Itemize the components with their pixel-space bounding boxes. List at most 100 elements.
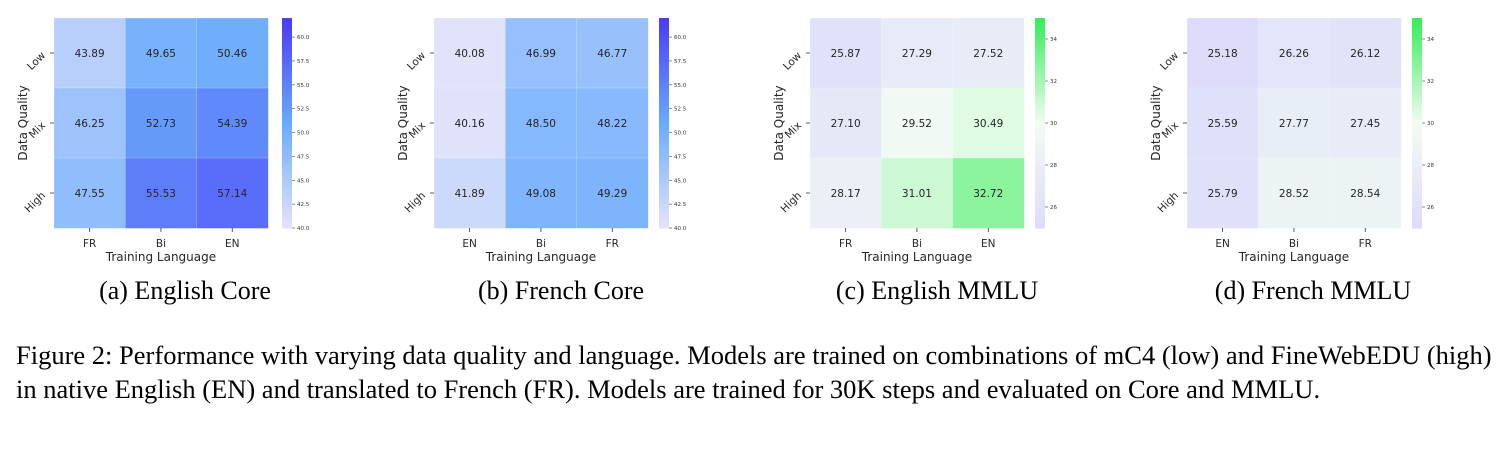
colorbar-strip bbox=[282, 179, 292, 184]
x-axis-label: Training Language bbox=[1238, 250, 1349, 264]
colorbar-strip bbox=[659, 130, 669, 135]
colorbar-strip bbox=[1035, 63, 1045, 68]
colorbar-strip bbox=[1412, 200, 1422, 205]
colorbar-strip bbox=[1035, 137, 1045, 142]
colorbar-strip bbox=[282, 46, 292, 51]
colorbar-strip bbox=[659, 42, 669, 47]
colorbar-strip bbox=[282, 144, 292, 149]
colorbar-strip bbox=[282, 84, 292, 89]
colorbar-strip bbox=[1035, 210, 1045, 215]
panel-subcaption: (c) English MMLU bbox=[836, 276, 1038, 305]
colorbar-strip bbox=[1412, 133, 1422, 138]
colorbar-strip bbox=[282, 133, 292, 138]
colorbar-strip bbox=[282, 95, 292, 100]
colorbar-strip bbox=[282, 147, 292, 152]
x-tick-label: EN bbox=[462, 238, 477, 250]
colorbar-tick-label: 45.0 bbox=[674, 178, 687, 184]
heatmap-cell bbox=[125, 157, 198, 229]
colorbar-strip bbox=[1035, 81, 1045, 86]
colorbar-strip bbox=[1035, 74, 1045, 79]
cell-value-label: 27.45 bbox=[1350, 118, 1380, 130]
colorbar-strip bbox=[1035, 49, 1045, 54]
y-tick-label: Low bbox=[25, 49, 48, 72]
cell-value-label: 41.89 bbox=[455, 188, 485, 200]
colorbar-strip bbox=[282, 32, 292, 37]
colorbar-strip bbox=[1035, 221, 1045, 226]
colorbar-strip bbox=[1412, 102, 1422, 107]
colorbar-strip bbox=[282, 81, 292, 86]
heatmap-cell bbox=[952, 157, 1025, 229]
colorbar-tick-label: 45.0 bbox=[297, 178, 310, 184]
colorbar-strip bbox=[1035, 214, 1045, 219]
colorbar-strip bbox=[282, 154, 292, 159]
colorbar-tick-label: 26 bbox=[1050, 205, 1057, 211]
heatmap-cell bbox=[504, 157, 578, 229]
colorbar-strip bbox=[659, 84, 669, 89]
colorbar-strip bbox=[1035, 186, 1045, 191]
colorbar-strip bbox=[659, 81, 669, 86]
colorbar-strip bbox=[282, 140, 292, 145]
colorbar-strip bbox=[1035, 203, 1045, 208]
colorbar-strip bbox=[659, 158, 669, 163]
colorbar-tick-label: 57.5 bbox=[297, 59, 310, 65]
cell-value-label: 54.39 bbox=[217, 118, 247, 130]
colorbar-strip bbox=[1035, 18, 1045, 23]
colorbar-strip bbox=[1035, 158, 1045, 163]
cell-value-label: 40.08 bbox=[455, 48, 485, 60]
colorbar-strip bbox=[1412, 158, 1422, 163]
cell-value-label: 48.22 bbox=[597, 118, 627, 130]
heatmap-cell bbox=[53, 87, 126, 159]
colorbar-tick-label: 30 bbox=[1427, 121, 1434, 127]
cell-value-label: 26.26 bbox=[1279, 48, 1309, 60]
colorbar-tick-label: 47.5 bbox=[297, 154, 310, 160]
colorbar-strip bbox=[1412, 32, 1422, 37]
colorbar-strip bbox=[659, 210, 669, 215]
colorbar-strip bbox=[1412, 161, 1422, 166]
colorbar-tick-label: 28 bbox=[1427, 163, 1434, 169]
colorbar-strip bbox=[1412, 28, 1422, 33]
cell-value-label: 52.73 bbox=[146, 118, 176, 130]
colorbar-strip bbox=[1035, 32, 1045, 37]
colorbar-strip bbox=[659, 189, 669, 194]
x-tick-label: FR bbox=[606, 238, 619, 250]
cell-value-label: 46.77 bbox=[597, 48, 627, 60]
colorbar-strip bbox=[282, 70, 292, 75]
heatmap-cell bbox=[1329, 157, 1402, 229]
colorbar-strip bbox=[1412, 193, 1422, 198]
heatmap-cell bbox=[809, 17, 882, 89]
colorbar-strip bbox=[282, 28, 292, 33]
colorbar-strip bbox=[659, 53, 669, 58]
heatmap-cell bbox=[880, 87, 954, 159]
colorbar-strip bbox=[659, 105, 669, 110]
colorbar-strip bbox=[282, 21, 292, 26]
x-tick-label: FR bbox=[1359, 238, 1372, 250]
colorbar-strip bbox=[1035, 161, 1045, 166]
heatmap-cell bbox=[433, 157, 506, 229]
y-tick-label: Low bbox=[405, 49, 428, 72]
colorbar-strip bbox=[1035, 179, 1045, 184]
colorbar-strip bbox=[1035, 56, 1045, 61]
colorbar-strip bbox=[1412, 196, 1422, 201]
heatmap-cell bbox=[504, 87, 578, 159]
colorbar-strip bbox=[659, 32, 669, 37]
colorbar-strip bbox=[659, 133, 669, 138]
colorbar-strip bbox=[1035, 207, 1045, 212]
colorbar-strip bbox=[659, 63, 669, 68]
cell-value-label: 47.55 bbox=[75, 188, 105, 200]
colorbar-strip bbox=[282, 63, 292, 68]
colorbar-strip bbox=[659, 193, 669, 198]
colorbar-strip bbox=[282, 56, 292, 61]
heatmap-cell bbox=[576, 87, 649, 159]
colorbar-strip bbox=[1412, 207, 1422, 212]
colorbar-strip bbox=[282, 105, 292, 110]
colorbar-strip bbox=[1035, 21, 1045, 26]
colorbar-strip bbox=[1035, 84, 1045, 89]
colorbar-strip bbox=[659, 60, 669, 65]
y-tick-label: High bbox=[23, 190, 49, 216]
colorbar-strip bbox=[659, 88, 669, 93]
colorbar-strip bbox=[1412, 39, 1422, 44]
cell-value-label: 31.01 bbox=[902, 188, 932, 200]
cell-value-label: 55.53 bbox=[146, 188, 176, 200]
y-tick-label: High bbox=[1156, 190, 1182, 216]
colorbar-strip bbox=[282, 196, 292, 201]
